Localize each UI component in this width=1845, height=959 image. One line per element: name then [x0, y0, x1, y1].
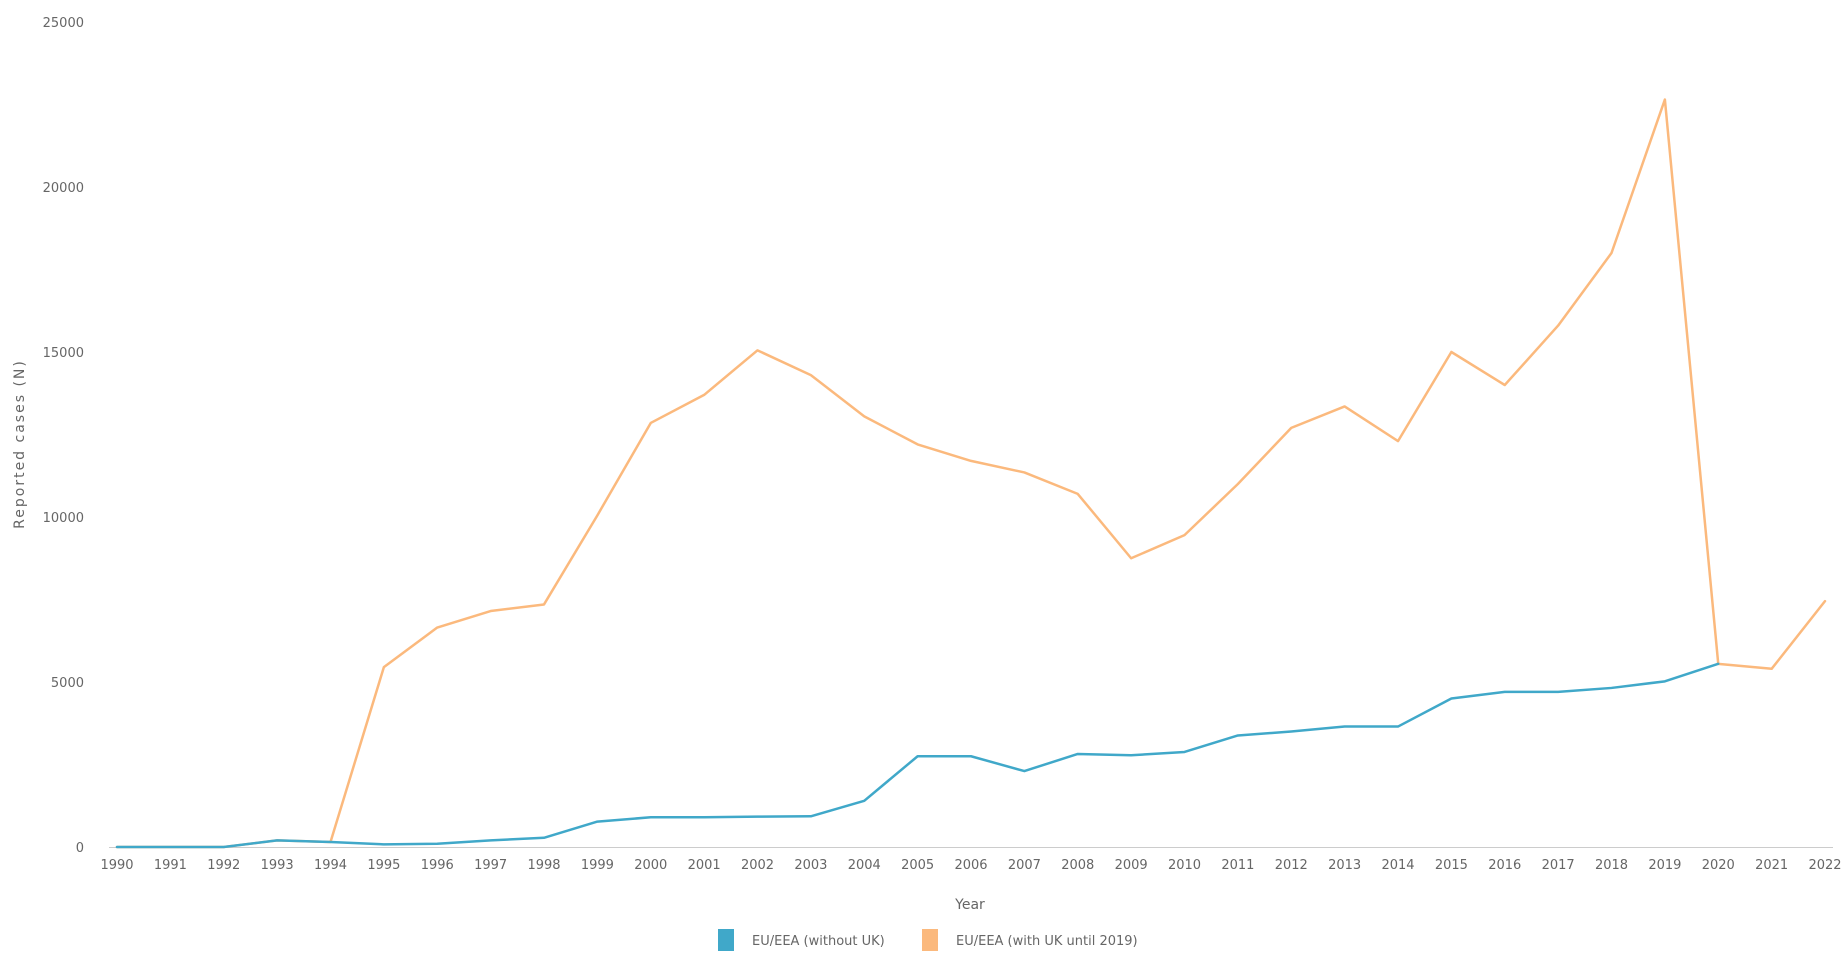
legend-swatch-1	[718, 929, 734, 951]
y-tick-label: 15000	[43, 346, 84, 361]
series-line-2	[115, 98, 1827, 849]
x-tick-label: 2009	[1115, 858, 1148, 873]
x-tick-label: 2017	[1542, 858, 1575, 873]
x-tick-label: 2011	[1221, 858, 1254, 873]
x-tick-label: 1997	[474, 858, 507, 873]
x-axis-title: Year	[954, 897, 985, 913]
x-axis: 1990 1991 1992 1993 1994 1995 1996 1997 1998 1999…	[100, 847, 1842, 873]
x-tick-label: 2000	[634, 858, 667, 873]
legend-swatch-2	[922, 929, 938, 951]
legend: EU/EEA (without UK) EU/EEA (with UK until…	[718, 929, 1138, 951]
x-tick-label: 1995	[367, 858, 400, 873]
x-tick-label: 1990	[100, 858, 133, 873]
x-tick-label: 2019	[1648, 858, 1681, 873]
x-tick-label: 1998	[527, 858, 560, 873]
y-tick-label: 10000	[43, 511, 84, 526]
series-line-1	[115, 662, 1720, 849]
x-tick-label: 2008	[1061, 858, 1094, 873]
legend-label-1: EU/EEA (without UK)	[752, 934, 885, 949]
x-tick-label: 2013	[1328, 858, 1361, 873]
x-tick-label: 2006	[954, 858, 987, 873]
x-tick-label: 2021	[1755, 858, 1788, 873]
x-tick-label: 1991	[154, 858, 187, 873]
x-tick-label: 2010	[1168, 858, 1201, 873]
x-tick-label: 2003	[794, 858, 827, 873]
y-axis: 0 5000 10000 15000 20000 25000	[43, 16, 84, 856]
x-tick-label: 2020	[1702, 858, 1735, 873]
y-tick-label: 0	[76, 841, 84, 856]
x-tick-label: 1992	[207, 858, 240, 873]
x-tick-label: 2002	[741, 858, 774, 873]
legend-label-2: EU/EEA (with UK until 2019)	[956, 934, 1138, 949]
x-tick-label: 1994	[314, 858, 347, 873]
x-tick-label: 2015	[1435, 858, 1468, 873]
x-tick-label: 2016	[1488, 858, 1521, 873]
x-tick-label: 2012	[1275, 858, 1308, 873]
x-tick-label: 2014	[1381, 858, 1414, 873]
x-tick-label: 1999	[581, 858, 614, 873]
y-tick-label: 25000	[43, 16, 84, 31]
x-tick-label: 2001	[688, 858, 721, 873]
x-tick-label: 2007	[1008, 858, 1041, 873]
x-tick-label: 2018	[1595, 858, 1628, 873]
x-tick-label: 2004	[848, 858, 881, 873]
y-axis-title: Reported cases (N)	[12, 359, 28, 529]
x-tick-label: 2005	[901, 858, 934, 873]
x-tick-label: 2022	[1808, 858, 1841, 873]
y-tick-label: 5000	[51, 676, 84, 691]
series-layer	[115, 98, 1827, 849]
y-tick-label: 20000	[43, 181, 84, 196]
x-tick-label: 1996	[421, 858, 454, 873]
x-tick-label: 1993	[261, 858, 294, 873]
